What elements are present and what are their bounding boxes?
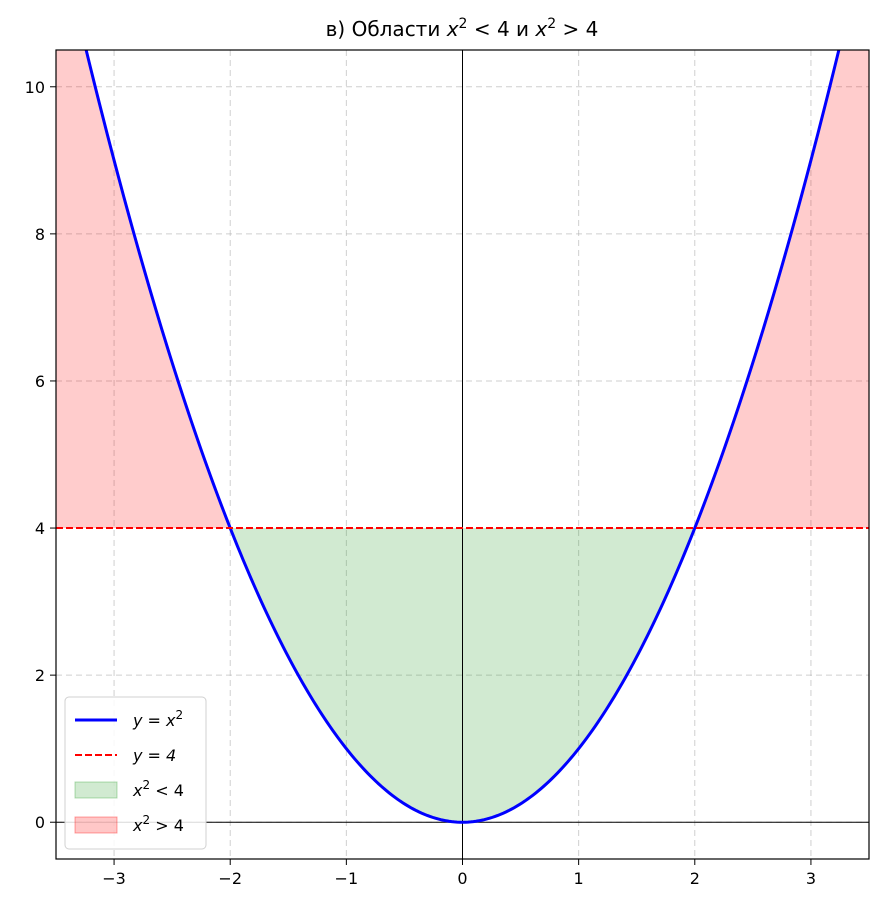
legend: y = x2y = 4x2 < 4x2 > 4 [64, 696, 207, 850]
y-tick-label: 0 [35, 813, 45, 832]
title-part: > 4 [556, 17, 598, 41]
legend-label: x2 < 4 [132, 778, 184, 800]
x-tick-label: 0 [457, 869, 467, 888]
chart-title: в) Области x2 < 4 и x2 > 4 [326, 16, 599, 41]
legend-label: x2 > 4 [132, 813, 184, 835]
legend-label-main: x [132, 781, 143, 800]
title-part: 2 [547, 16, 556, 32]
x-tick-label: −1 [335, 869, 359, 888]
y-tick-label: 8 [35, 225, 45, 244]
title-part: 2 [459, 16, 468, 32]
title-prefix: в) Области [326, 17, 447, 41]
x-tick-label: 3 [806, 869, 816, 888]
x-tick-label: 1 [574, 869, 584, 888]
legend-patch-swatch [74, 816, 118, 834]
legend-label: y = x2 [132, 708, 183, 730]
x-tick-label: 2 [690, 869, 700, 888]
legend-label-main: y = 4 [132, 746, 176, 765]
title-part: x [446, 17, 459, 41]
legend-label-main: x [132, 816, 143, 835]
y-tick-label: 4 [35, 519, 45, 538]
series-line [84, 50, 841, 824]
x-tick-label: −2 [218, 869, 242, 888]
legend-label-sup: 2 [176, 708, 184, 722]
legend-patch-swatch [74, 781, 118, 799]
legend-label: y = 4 [132, 746, 176, 765]
y-tick-label: 6 [35, 372, 45, 391]
title-part: < 4 и [467, 17, 535, 41]
x-tick-label: −3 [102, 869, 126, 888]
legend-label-main: y = x [132, 711, 176, 730]
y-axis-ticks: 0 2 4 6 8 10 [25, 78, 56, 832]
legend-label-tail: > 4 [150, 816, 184, 835]
legend-label-sup: 2 [142, 813, 150, 827]
legend-label-tail: < 4 [150, 781, 184, 800]
y-tick-label: 2 [35, 666, 45, 685]
y-tick-label: 10 [25, 78, 45, 97]
legend-box [64, 696, 207, 850]
title-part: x [534, 17, 547, 41]
title-text: в) Области x2 < 4 и x2 > 4 [326, 16, 599, 41]
x-axis-ticks: −3 −2 −1 0 1 2 3 [102, 859, 816, 888]
series-lines [56, 50, 869, 824]
legend-label-sup: 2 [142, 778, 150, 792]
